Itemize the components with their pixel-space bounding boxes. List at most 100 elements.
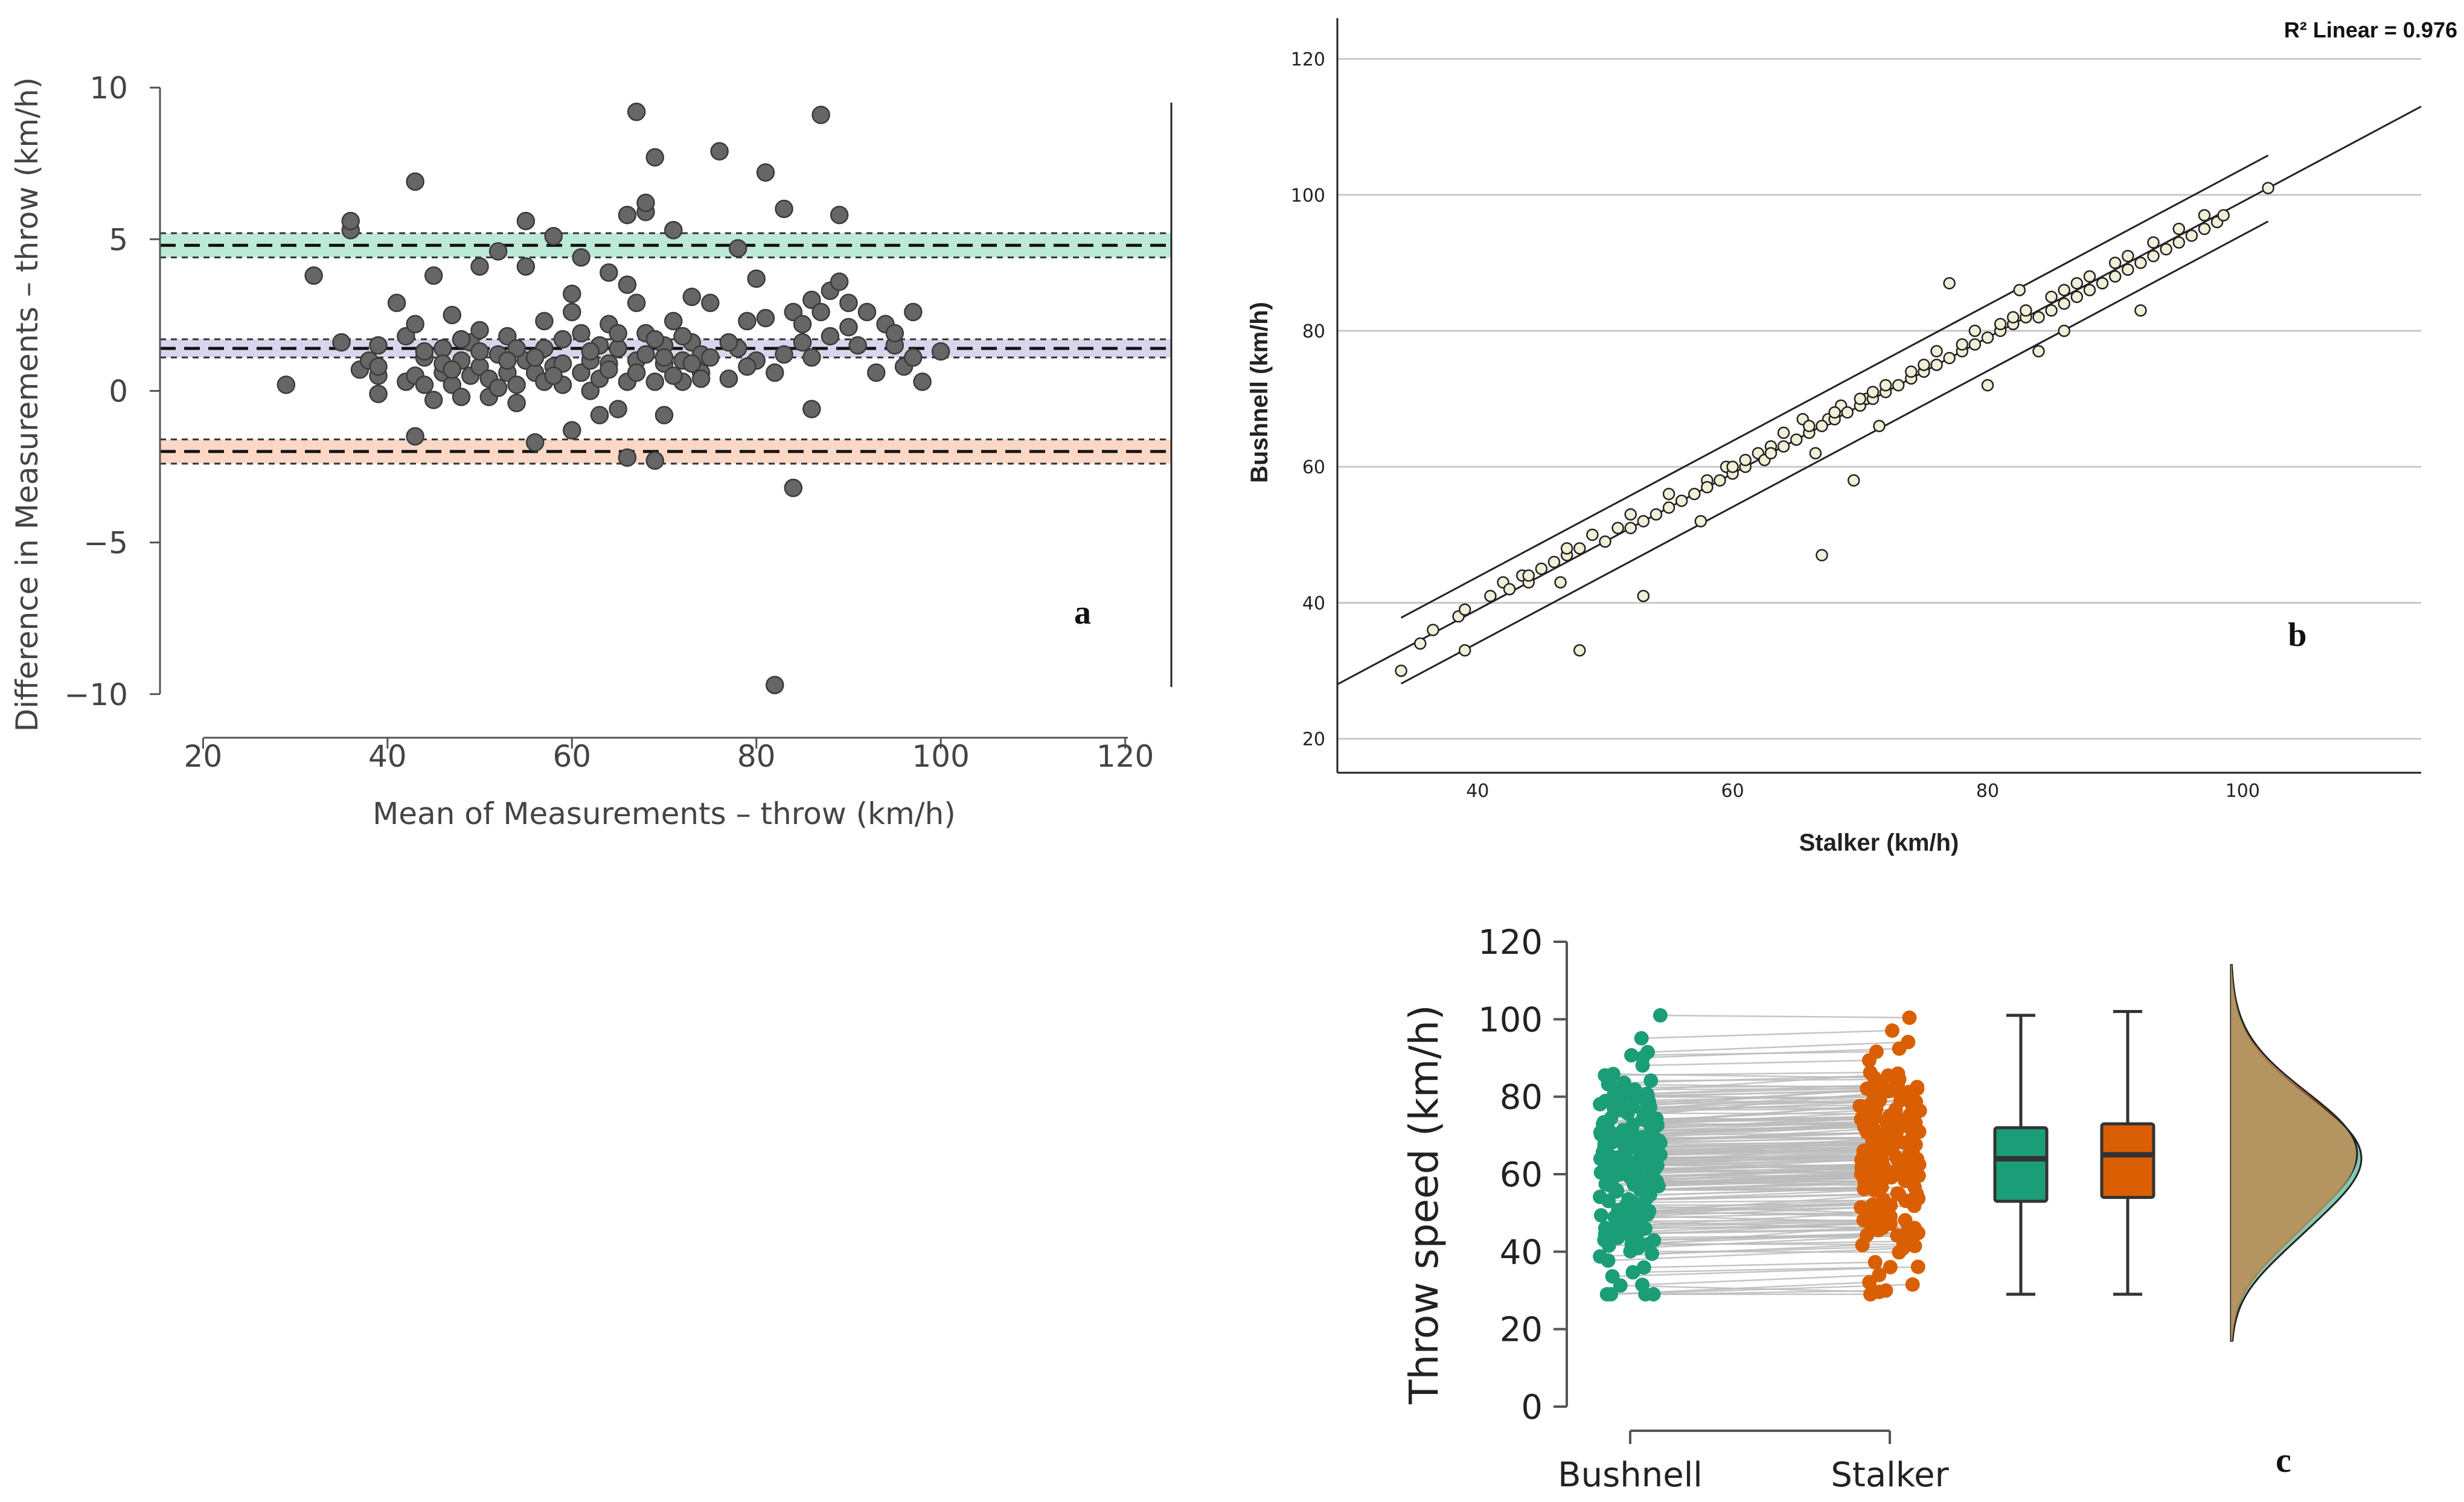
paired-line (1605, 1229, 1879, 1235)
difference-point (719, 369, 738, 388)
stalker-point (1872, 1284, 1887, 1299)
difference-point (682, 354, 702, 373)
bushnell-point (1653, 1008, 1668, 1023)
bland-altman-x-tick-label: 80 (737, 739, 776, 774)
difference-point (572, 248, 590, 267)
bushnell-point (1635, 1058, 1650, 1073)
difference-point (452, 330, 471, 349)
box-1 (2100, 1122, 2155, 1200)
bushnell-point (1640, 1044, 1655, 1059)
correlation-y-tick-label: 20 (1302, 729, 1325, 750)
difference-point (701, 293, 720, 313)
correlation-point (2172, 222, 2186, 235)
paired-line (1633, 1199, 1884, 1204)
difference-point (802, 290, 821, 309)
difference-point (756, 308, 775, 328)
paired-line (1641, 1029, 1893, 1040)
paired-line (1647, 1041, 1909, 1053)
r-squared-annotation: R² Linear = 0.976 (2284, 18, 2457, 42)
difference-point (369, 385, 388, 403)
panel-label-b: b (2288, 616, 2306, 654)
difference-point (618, 275, 637, 294)
correlation-point (1714, 474, 1726, 487)
difference-point (406, 315, 424, 334)
correlation-x-tick-label: 60 (1721, 781, 1744, 802)
paired-line (1646, 1189, 1875, 1200)
difference-point (627, 363, 646, 382)
correlation-point (1943, 276, 1956, 290)
difference-point (563, 284, 581, 303)
correlation-point (1522, 569, 1535, 582)
correlation-point (2058, 284, 2070, 296)
paired-line (1636, 1221, 1883, 1229)
paired-line (1645, 1222, 1890, 1230)
difference-point (830, 205, 849, 225)
correlation-point (1879, 379, 1892, 392)
correlation-point (2198, 209, 2211, 222)
correlation-point (1554, 576, 1567, 589)
difference-point (553, 330, 572, 349)
panel-label-c: c (2276, 1440, 2291, 1480)
correlation-point (1395, 664, 1407, 677)
bushnell-point (1618, 1087, 1633, 1102)
bushnell-point (1634, 1031, 1649, 1046)
difference-point (645, 330, 664, 349)
paired-line (1648, 1108, 1877, 1111)
stalker-point (1860, 1081, 1875, 1096)
raincloud-y-tick-label: 80 (1500, 1078, 1543, 1117)
stalker-point (1871, 1081, 1886, 1096)
correlation-point (1866, 386, 1880, 398)
difference-point (387, 293, 406, 313)
correlation-point (1535, 562, 1548, 575)
correlation-point (1547, 555, 1561, 569)
paired-line (1634, 1174, 1870, 1186)
difference-point (830, 272, 849, 291)
difference-point (369, 336, 388, 355)
difference-point (544, 227, 563, 246)
difference-point (784, 478, 803, 497)
difference-point (470, 321, 489, 340)
bushnell-point (1593, 1208, 1608, 1223)
correlation-point (1662, 501, 1675, 514)
difference-point (636, 345, 655, 364)
correlation-point (1968, 324, 1982, 337)
difference-point (775, 345, 793, 364)
bushnell-point (1593, 1127, 1608, 1142)
raincloud-y-tick-label: 40 (1500, 1233, 1543, 1272)
regression-lines (1337, 106, 2422, 685)
difference-point (913, 372, 932, 391)
bland-altman-plot: 10 5 0 −5 −10 20 40 60 80 100 120 Mean of Measurem… (10, 71, 1173, 831)
difference-point (756, 163, 775, 182)
difference-point (488, 379, 508, 397)
stalker-point (1854, 1111, 1869, 1126)
density-clouds (2230, 964, 2363, 1342)
difference-point (277, 376, 296, 394)
difference-point (701, 348, 720, 367)
bland-altman-y-label: Difference in Measurements – throw (km/h… (10, 77, 45, 732)
difference-point (728, 239, 747, 258)
difference-point (664, 366, 683, 385)
correlation-plot: 20 40 60 80 100 120 40 60 80 100 R² Linear = 0.97… (1246, 18, 2457, 856)
correlation-y-tick-label: 40 (1302, 593, 1325, 614)
stalker-point (1868, 1109, 1883, 1124)
raincloud-axes: 0 20 40 60 80 100 120 Bushnell Stalker (1478, 923, 1950, 1495)
confidence-line-0 (1400, 155, 2269, 619)
difference-point (415, 376, 434, 394)
difference-point (553, 354, 572, 373)
fit-line (1337, 106, 2422, 685)
stalker-point (1885, 1023, 1900, 1038)
stalker-point (1875, 1221, 1890, 1236)
bland-altman-y-tick-label: 0 (109, 374, 128, 409)
difference-point (369, 357, 388, 376)
bland-altman-y-tick-label: 5 (109, 222, 128, 257)
correlation-y-tick-label: 60 (1302, 457, 1325, 478)
correlation-point (1624, 522, 1637, 534)
bushnell-point (1646, 1233, 1662, 1248)
difference-point (747, 269, 766, 288)
bland-altman-x-tick-label: 40 (368, 739, 407, 774)
paired-line (1647, 1142, 1905, 1148)
stalker-point (1862, 1275, 1877, 1290)
agreement-bands (160, 232, 1171, 465)
correlation-point (1930, 345, 1943, 358)
correlation-point (1981, 331, 1994, 344)
